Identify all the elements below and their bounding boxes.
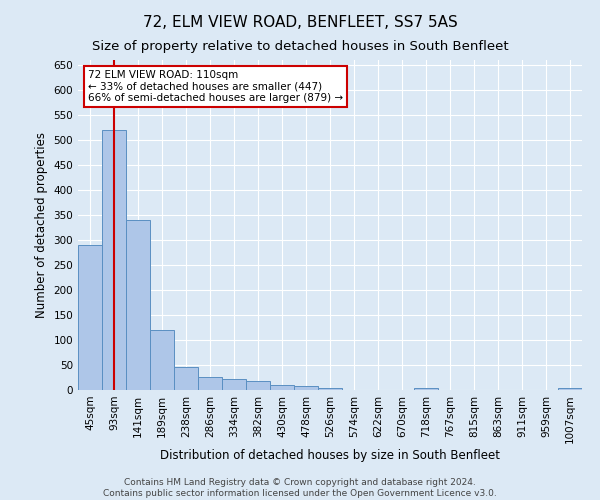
Bar — [222, 379, 246, 390]
Text: 72 ELM VIEW ROAD: 110sqm
← 33% of detached houses are smaller (447)
66% of semi-: 72 ELM VIEW ROAD: 110sqm ← 33% of detach… — [88, 70, 343, 103]
Text: Contains HM Land Registry data © Crown copyright and database right 2024.
Contai: Contains HM Land Registry data © Crown c… — [103, 478, 497, 498]
X-axis label: Distribution of detached houses by size in South Benfleet: Distribution of detached houses by size … — [160, 449, 500, 462]
Bar — [174, 366, 198, 390]
Text: 72, ELM VIEW ROAD, BENFLEET, SS7 5AS: 72, ELM VIEW ROAD, BENFLEET, SS7 5AS — [143, 15, 457, 30]
Bar — [246, 381, 270, 390]
Bar — [198, 376, 222, 390]
Bar — [294, 386, 318, 390]
Bar — [318, 388, 342, 390]
Bar — [78, 245, 102, 390]
Y-axis label: Number of detached properties: Number of detached properties — [35, 132, 48, 318]
Bar — [150, 330, 174, 390]
Bar — [126, 220, 150, 390]
Bar — [270, 385, 294, 390]
Bar — [102, 130, 126, 390]
Bar — [558, 388, 582, 390]
Bar — [414, 388, 438, 390]
Text: Size of property relative to detached houses in South Benfleet: Size of property relative to detached ho… — [92, 40, 508, 53]
